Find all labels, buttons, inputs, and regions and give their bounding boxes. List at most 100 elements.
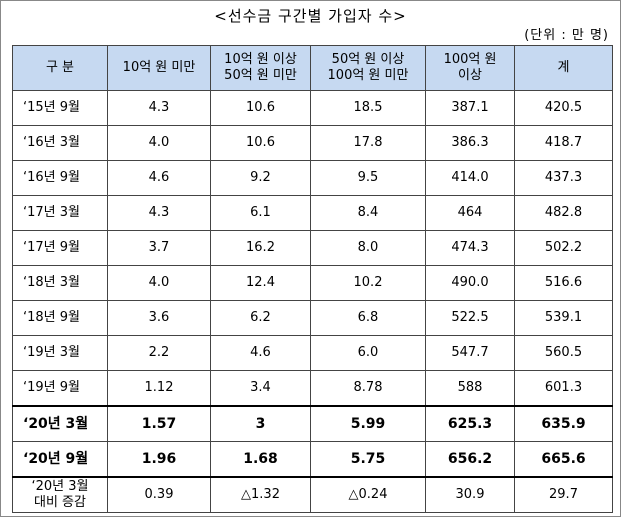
table-cell: 482.8	[514, 195, 613, 231]
cell-text: 547.7	[451, 345, 489, 360]
cell-text: 414.0	[451, 170, 489, 185]
cell-text: 560.5	[544, 345, 583, 360]
table-cell: 502.2	[514, 230, 613, 266]
table-cell: 6.2	[210, 300, 311, 336]
cell-text: 30.9	[455, 487, 485, 502]
table-cell: 6.0	[310, 335, 426, 371]
row-label: ‘18년 3월	[12, 265, 108, 301]
table-row: ‘20년 9월 1.96 1.68 5.75 656.2 665.6	[12, 441, 613, 478]
table-row: ‘18년 9월 3.6 6.2 6.8 522.5 539.1	[12, 300, 613, 336]
cell-text: 4.6	[148, 170, 170, 185]
table-cell: △1.32	[210, 476, 311, 513]
cell-text: 3	[255, 416, 266, 432]
table-cell: 6.8	[310, 300, 426, 336]
table-row: ‘16년 9월 4.6 9.2 9.5 414.0 437.3	[12, 160, 613, 196]
cell-text: 10.2	[353, 275, 383, 290]
cell-text: 50억 원 미만	[224, 68, 297, 83]
table-cell: 665.6	[514, 441, 613, 478]
table-cell: 4.3	[107, 195, 211, 231]
table-cell: 17.8	[310, 125, 426, 161]
cell-text: 50억 원 이상	[331, 52, 405, 67]
cell-text: 이상	[458, 68, 482, 83]
cell-text: 635.9	[541, 416, 586, 432]
header-cell: 10억 원 이상 50억 원 미만	[210, 45, 311, 91]
cell-text: 6.8	[357, 310, 379, 325]
cell-text: 539.1	[544, 310, 583, 325]
table-cell: 29.7	[514, 476, 613, 513]
row-label: ‘17년 3월	[12, 195, 108, 231]
header-cell: 50억 원 이상 100억 원 미만	[310, 45, 426, 91]
row-label: ‘19년 9월	[12, 370, 108, 407]
table-cell: 3.4	[210, 370, 311, 407]
cell-text: ‘16년 9월	[23, 170, 80, 185]
unit-note: (단위 : 만 명)	[524, 28, 609, 43]
cell-text: 1.12	[144, 380, 174, 395]
table-cell: 6.1	[210, 195, 311, 231]
table-cell: 12.4	[210, 265, 311, 301]
cell-text: 4.3	[148, 100, 170, 115]
cell-text: ‘18년 9월	[23, 310, 80, 325]
cell-text: 4.6	[250, 345, 271, 360]
cell-text: ‘18년 3월	[23, 275, 80, 290]
table-cell: 4.6	[107, 160, 211, 196]
cell-text: ‘19년 3월	[23, 345, 80, 360]
table-cell: 1.68	[210, 441, 311, 478]
table-cell: 418.7	[514, 125, 613, 161]
table-cell: 1.96	[107, 441, 211, 478]
cell-text: 18.5	[353, 100, 383, 115]
cell-text: 4.0	[148, 275, 170, 290]
cell-text: 437.3	[544, 170, 583, 185]
cell-text: 601.3	[544, 380, 583, 395]
table-cell: 4.0	[107, 125, 211, 161]
row-label: ‘18년 9월	[12, 300, 108, 336]
table-cell: 10.2	[310, 265, 426, 301]
cell-text: 6.2	[250, 310, 271, 325]
cell-text: 482.8	[544, 205, 583, 220]
table-row: ‘17년 3월 4.3 6.1 8.4 464 482.8	[12, 195, 613, 231]
cell-text: 0.39	[144, 487, 174, 502]
row-label: ‘16년 9월	[12, 160, 108, 196]
cell-text: ‘19년 9월	[23, 380, 80, 395]
cell-text: 418.7	[544, 135, 583, 150]
row-label: ‘19년 3월	[12, 335, 108, 371]
cell-text: 387.1	[451, 100, 489, 115]
header-cell: 10억 원 미만	[107, 45, 211, 91]
table-cell: 8.4	[310, 195, 426, 231]
cell-text: 계	[557, 60, 570, 75]
cell-text: 16.2	[246, 240, 275, 255]
table-cell: 547.7	[425, 335, 515, 371]
cell-text: 522.5	[451, 310, 489, 325]
table-row: ‘19년 9월 1.12 3.4 8.78 588 601.3	[12, 370, 613, 407]
table-cell: 9.2	[210, 160, 311, 196]
cell-text: 588	[457, 380, 483, 395]
row-label: ‘17년 9월	[12, 230, 108, 266]
row-label: ‘16년 3월	[12, 125, 108, 161]
table-cell: 18.5	[310, 90, 426, 126]
table-cell: 490.0	[425, 265, 515, 301]
table-cell: 3	[210, 405, 311, 442]
cell-text: 100억 원	[443, 52, 497, 67]
header-cell: 계	[514, 45, 613, 91]
table-cell: 10.6	[210, 125, 311, 161]
table-cell: 16.2	[210, 230, 311, 266]
cell-text: 6.1	[250, 205, 271, 220]
table-cell: 474.3	[425, 230, 515, 266]
cell-text: 29.7	[549, 487, 578, 502]
cell-text: 6.0	[357, 345, 379, 360]
table-row: ‘17년 9월 3.7 16.2 8.0 474.3 502.2	[12, 230, 613, 266]
cell-text: 2.2	[148, 345, 170, 360]
table-cell: 625.3	[425, 405, 515, 442]
cell-text: 1.68	[243, 451, 278, 467]
table-cell: 5.99	[310, 405, 426, 442]
table-cell: 420.5	[514, 90, 613, 126]
table-cell: 522.5	[425, 300, 515, 336]
table-cell: 588	[425, 370, 515, 407]
row-label: ‘20년 9월	[12, 441, 108, 478]
cell-text: 10.6	[246, 100, 275, 115]
cell-text: 420.5	[544, 100, 583, 115]
cell-text: 10.6	[246, 135, 275, 150]
table-cell: 9.5	[310, 160, 426, 196]
table-header: 구 분 10억 원 미만 10억 원 이상 50억 원 미만 50억 원 이상 100억 …	[12, 45, 613, 91]
table-body: ‘15년 9월 4.3 10.6 18.5 387.1 420.5 ‘16년 3월 4.0 10…	[12, 90, 613, 513]
